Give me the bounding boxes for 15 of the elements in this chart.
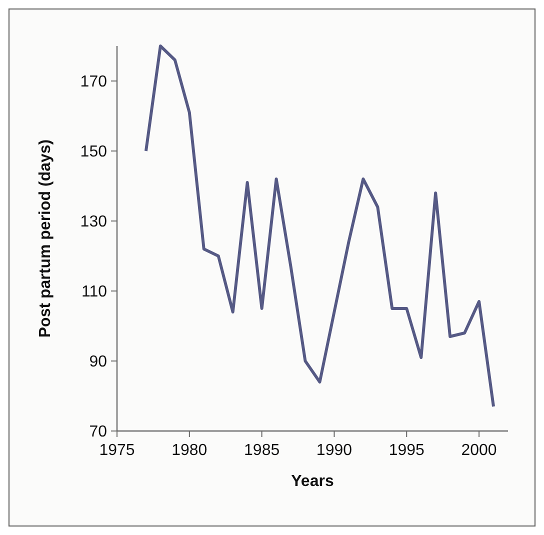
- y-axis-title: Post partum period (days): [37, 139, 54, 338]
- x-tick-label: 1980: [172, 442, 208, 459]
- line-series: [144, 44, 496, 408]
- y-tick-label: 70: [89, 424, 108, 441]
- y-tick-label: 170: [80, 74, 108, 91]
- x-tick-label: 2000: [461, 442, 497, 459]
- x-tick-label: 1985: [244, 442, 280, 459]
- y-tick-label: 110: [81, 284, 108, 301]
- y-tick-label: 130: [80, 214, 108, 231]
- x-tick-label: 1990: [316, 442, 352, 459]
- y-tick-label: 150: [80, 144, 108, 161]
- y-tick-label: 90: [89, 354, 108, 371]
- x-axis-title: Years: [291, 473, 334, 490]
- x-tick-label: 1995: [388, 442, 425, 459]
- x-tick-label: 1975: [99, 442, 135, 459]
